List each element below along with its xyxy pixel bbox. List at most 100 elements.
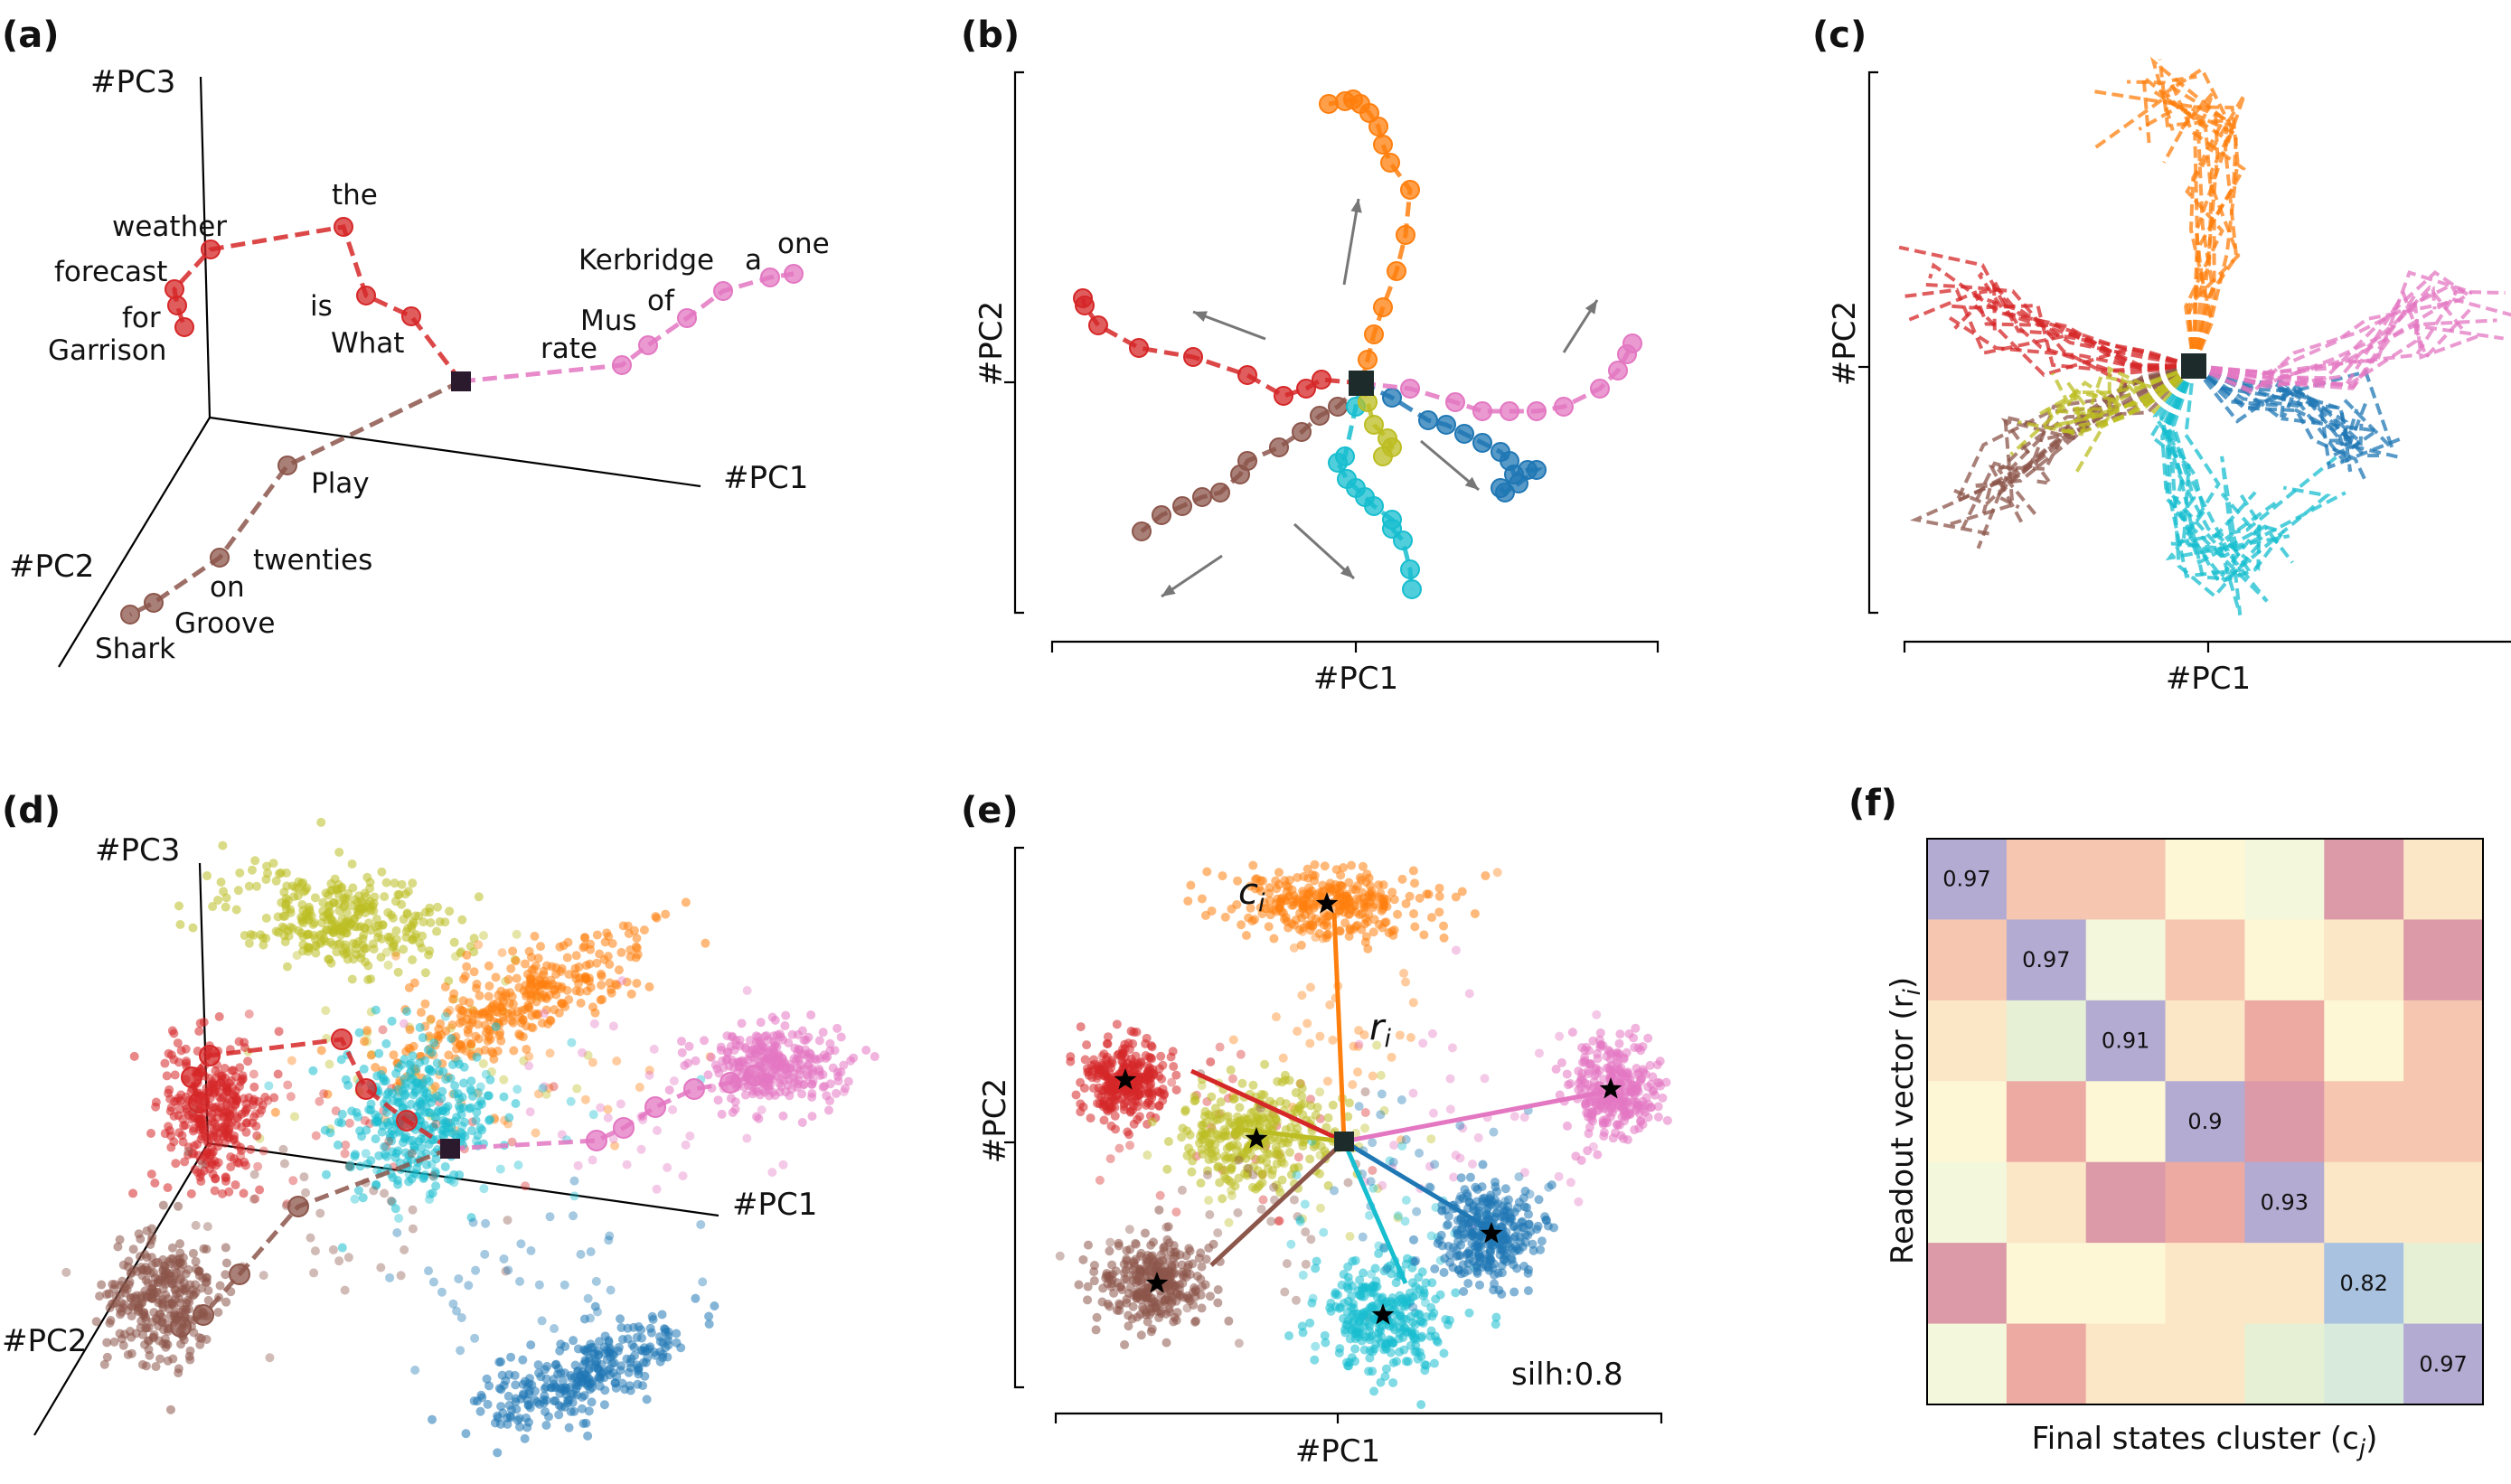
cluster-scatter (166, 1405, 175, 1414)
cluster-scatter (1409, 909, 1418, 918)
cluster-scatter (705, 1320, 714, 1329)
cluster-scatter (651, 912, 660, 921)
cluster-scatter (424, 1266, 433, 1275)
cluster-scatter (560, 1281, 569, 1290)
cluster-scatter (363, 962, 372, 971)
cluster-scatter (634, 1363, 643, 1372)
cluster-scatter (161, 1129, 170, 1138)
cluster-scatter (1596, 1040, 1605, 1049)
cluster-scatter (337, 1119, 346, 1128)
cluster-scatter (596, 1104, 605, 1113)
cluster-scatter (202, 1244, 211, 1254)
cluster-scatter (464, 1281, 473, 1290)
cluster-scatter (219, 887, 228, 896)
cluster-scatter (727, 1094, 736, 1103)
cluster-scatter (144, 1278, 153, 1287)
cluster-scatter (1360, 1123, 1369, 1132)
cluster-scatter (402, 1007, 411, 1016)
cluster-scatter (1376, 1327, 1385, 1336)
cluster-scatter (471, 1032, 480, 1041)
cluster-scatter (425, 1077, 434, 1086)
cluster-scatter (385, 1273, 394, 1282)
cluster-scatter (608, 1350, 617, 1359)
cluster-scatter (1348, 1353, 1357, 1362)
cluster-scatter (1566, 1079, 1575, 1088)
cluster-scatter (264, 1081, 273, 1090)
cluster-scatter (1311, 933, 1320, 942)
cluster-scatter (1202, 867, 1211, 876)
cluster-scatter (1282, 913, 1291, 922)
cluster-scatter (1074, 1281, 1083, 1290)
cluster-scatter (1143, 1151, 1152, 1160)
cluster-scatter (118, 1334, 127, 1343)
cluster-scatter (484, 962, 494, 971)
cluster-scatter (563, 953, 572, 963)
cluster-scatter (394, 1085, 403, 1094)
cluster-scatter (236, 1151, 245, 1160)
cluster-scatter (1409, 1235, 1418, 1244)
cluster-scatter (550, 1082, 559, 1091)
state-point (1365, 325, 1383, 343)
word-point (175, 318, 193, 336)
cluster-scatter (1162, 1165, 1171, 1174)
cluster-scatter (1144, 1053, 1153, 1062)
cluster-scatter (555, 1347, 564, 1356)
cluster-scatter (198, 1160, 207, 1169)
cluster-scatter (1295, 1079, 1304, 1088)
cluster-scatter (472, 980, 481, 989)
cluster-scatter (496, 1165, 505, 1174)
cluster-scatter (152, 1362, 161, 1371)
cluster-scatter (343, 908, 352, 917)
cluster-scatter (538, 1019, 547, 1028)
cluster-scatter (1452, 945, 1461, 954)
cluster-scatter (538, 1084, 547, 1093)
word-point (761, 268, 779, 286)
cluster-scatter (1615, 1029, 1624, 1038)
cluster-scatter (685, 1132, 694, 1141)
cluster-scatter (593, 1308, 602, 1317)
cluster-scatter (150, 1179, 159, 1188)
cluster-scatter (408, 878, 417, 888)
cluster-scatter (521, 1181, 530, 1190)
cluster-scatter (196, 1177, 205, 1186)
cluster-scatter (1343, 1320, 1352, 1329)
cluster-scatter (1113, 1050, 1122, 1059)
cluster-scatter (341, 917, 350, 926)
cluster-scatter (1229, 1035, 1238, 1044)
cluster-scatter (588, 1397, 597, 1406)
state-point (1394, 531, 1412, 549)
cluster-scatter (682, 1141, 691, 1150)
cluster-scatter (504, 1113, 513, 1122)
cluster-scatter (476, 1407, 485, 1416)
cluster-scatter (1166, 1272, 1175, 1281)
cluster-scatter (1480, 1074, 1489, 1083)
cluster-scatter (474, 1088, 483, 1097)
cluster-scatter (1501, 1184, 1510, 1193)
cluster-scatter (1266, 1216, 1275, 1226)
cluster-scatter (390, 878, 400, 888)
cluster-scatter (1481, 871, 1490, 880)
cluster-scatter (757, 1105, 766, 1114)
cluster-scatter (1348, 1080, 1357, 1089)
cluster-scatter (472, 1116, 481, 1125)
cluster-scatter (1100, 1068, 1109, 1077)
cluster-scatter (740, 1043, 749, 1052)
cluster-scatter (427, 1015, 436, 1024)
cluster-scatter (494, 1047, 503, 1056)
cluster-scatter (762, 1031, 771, 1040)
cluster-scatter (1156, 1191, 1165, 1200)
cluster-scatter (189, 1249, 198, 1258)
state-point (1329, 454, 1347, 472)
cluster-scatter (180, 1278, 189, 1287)
cluster-scatter (729, 1108, 738, 1117)
cluster-scatter (1293, 1107, 1302, 1116)
cluster-scatter (362, 1026, 371, 1035)
cluster-scatter (1156, 1088, 1165, 1097)
cluster-scatter (445, 906, 454, 916)
cluster-scatter (499, 1007, 508, 1016)
cluster-scatter (620, 1385, 629, 1394)
cluster-scatter (1366, 1284, 1375, 1293)
cluster-scatter (1345, 1232, 1354, 1241)
cluster-scatter (1099, 1116, 1108, 1125)
